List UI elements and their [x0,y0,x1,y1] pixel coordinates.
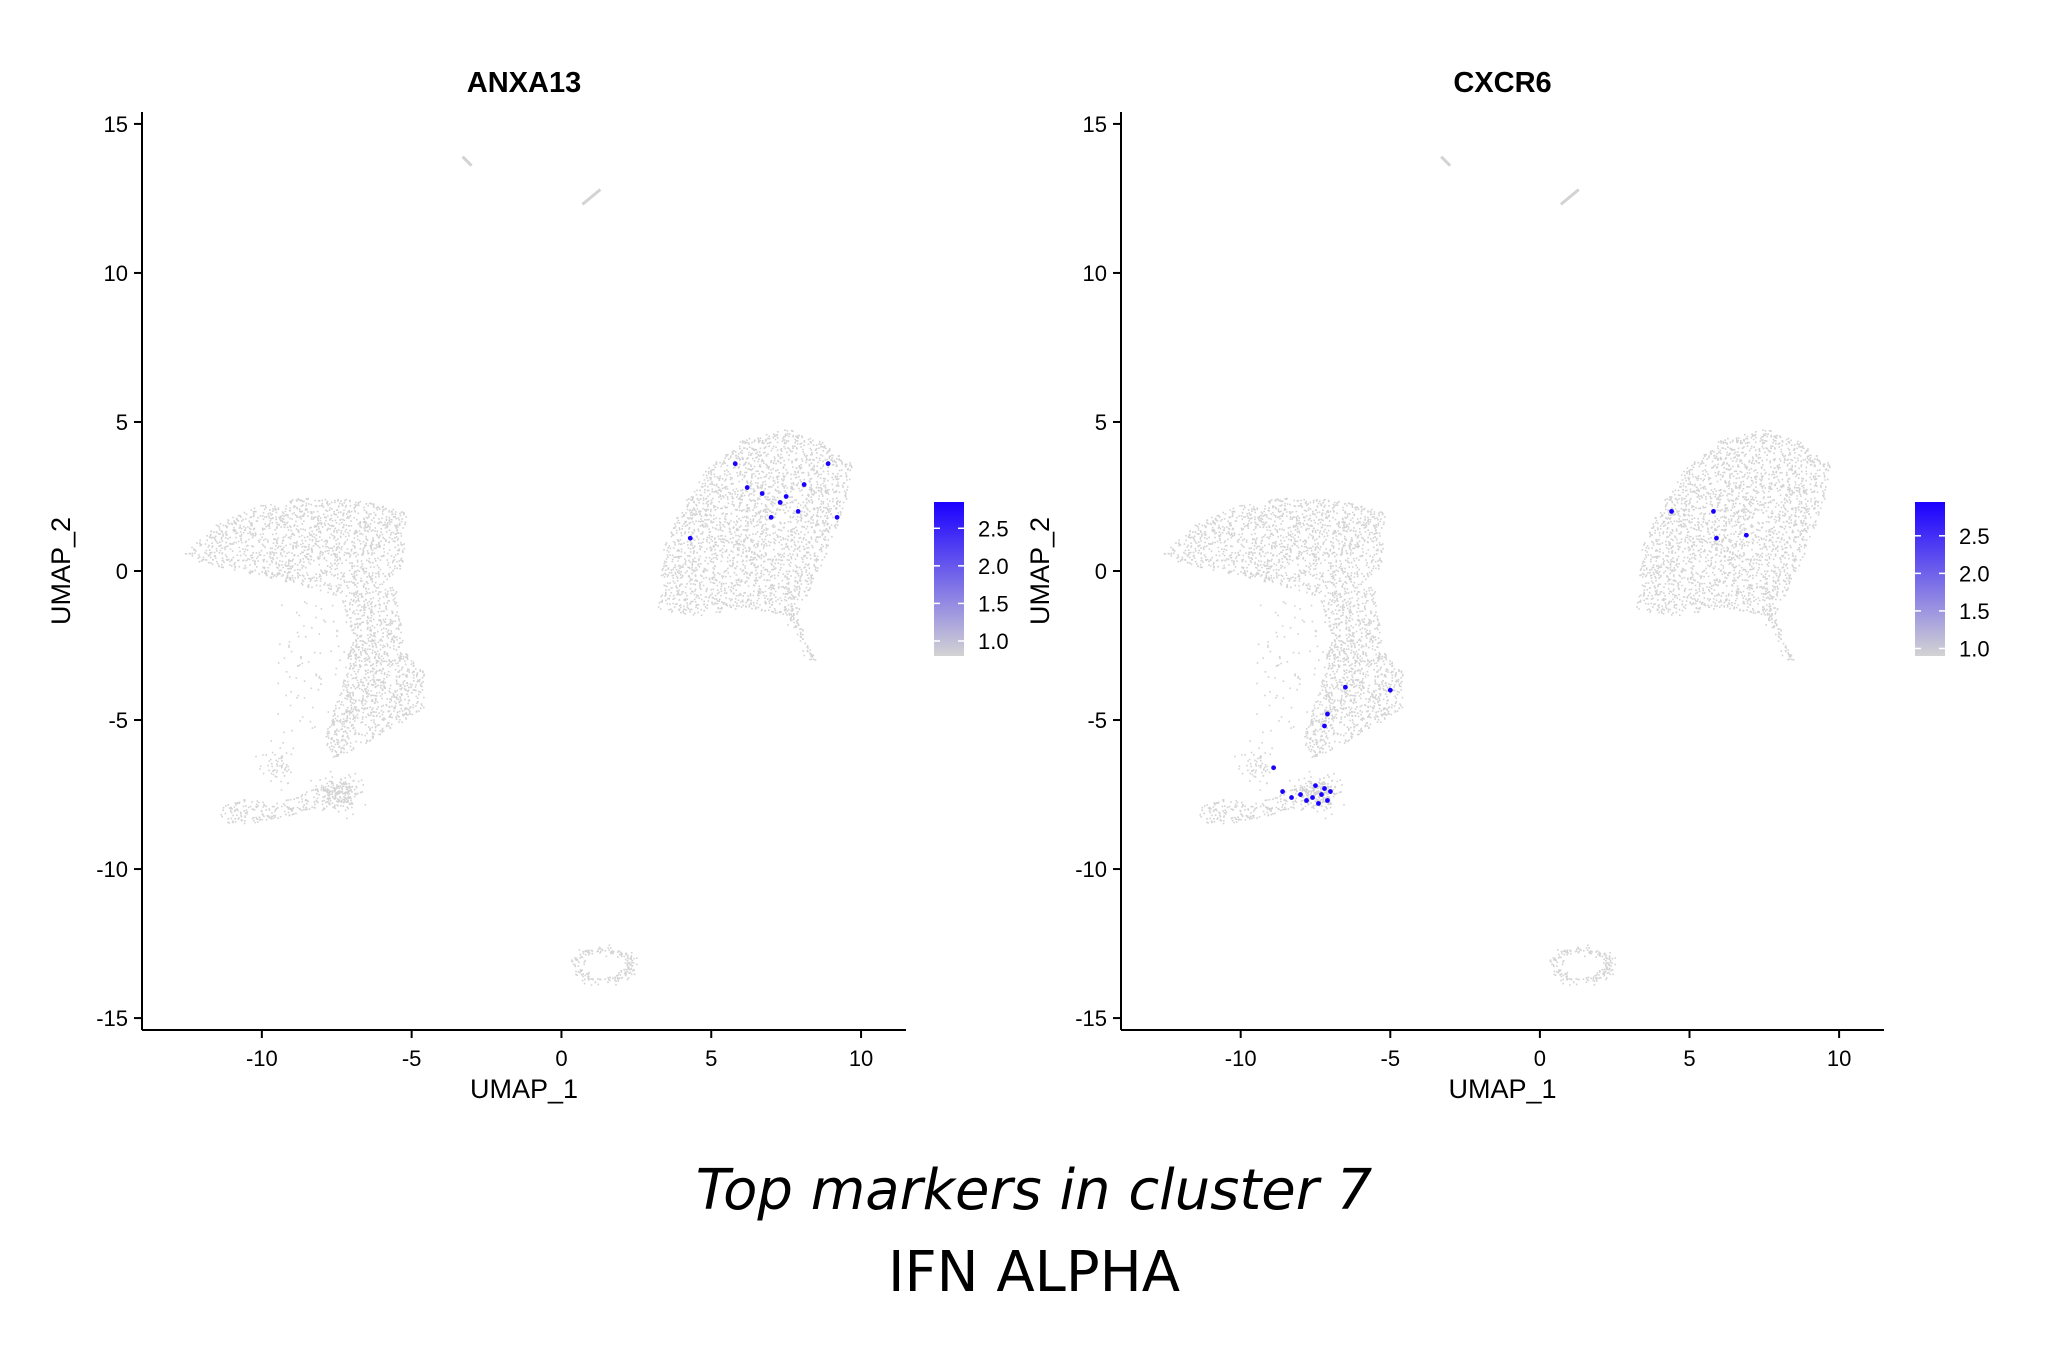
y-axis-ticks: -15 -10 -5 0 5 10 15 [96,112,142,1031]
expressing-cell-point [1298,792,1303,797]
colorbar-legend: 1.0 1.5 2.0 2.5 [934,502,1009,656]
y-tick-label: 5 [116,410,128,435]
colorbar-tick-label: 1.0 [1959,636,1990,661]
colorbar-legend: 1.0 1.5 2.0 2.5 [1915,502,1990,661]
x-tick-label: 0 [555,1046,567,1071]
y-tick-label: -15 [96,1006,128,1031]
expressing-cell-point [801,482,807,487]
x-tick-label: 5 [705,1046,717,1071]
x-tick-label: 5 [1683,1046,1695,1071]
expressing-cells [687,461,840,541]
colorbar-tick-label: 2.5 [978,516,1009,541]
x-axis-label: UMAP_1 [470,1074,578,1104]
panel-title: CXCR6 [1453,67,1551,99]
expressing-cell-point [795,508,801,514]
cell-cloud-grey [184,155,853,986]
colorbar-tick-label: 2.0 [1959,561,1990,586]
expressing-cell-point [1280,789,1285,794]
colorbar-tick-label: 2.0 [978,554,1009,579]
x-tick-label: -10 [1225,1046,1257,1071]
expressing-cell-point [1289,795,1294,800]
expressing-cell-point [1304,798,1309,803]
colorbar-gradient [1915,502,1945,656]
expressing-cell-point [1313,783,1318,788]
cell-cloud-grey [1163,155,1831,986]
x-tick-label: -10 [246,1046,278,1071]
umap-panel-cxcr6: -10 -5 0 5 10 -15 -10 -5 0 5 10 15 CXCR6 UMAP_1 UM… [1025,67,1990,1104]
umap-panel-anxa13: -10 -5 0 5 10 -15 -10 -5 0 5 10 15 ANXA13 UMAP_1 U… [46,67,1009,1104]
x-axis-label: UMAP_1 [1448,1074,1556,1104]
y-tick-label: 0 [116,559,128,584]
y-tick-label: -5 [108,708,128,733]
colorbar-tick-label: 1.0 [978,629,1009,654]
colorbar-tick-label: 2.5 [1959,524,1990,549]
expressing-cell-point [834,514,840,520]
expressing-cell-point [1328,789,1333,794]
figure-caption-title: Top markers in cluster 7 [695,1158,1373,1223]
y-axis-label: UMAP_2 [46,517,76,625]
x-tick-label: 0 [1534,1046,1546,1071]
expressing-cell-point [1316,801,1321,806]
y-axis-label: UMAP_2 [1025,517,1055,625]
y-tick-label: -5 [1087,708,1107,733]
colorbar-tick-label: 1.5 [1959,599,1990,624]
x-axis-ticks: -10 -5 0 5 10 [246,1030,873,1071]
expressing-cell-point [1325,798,1330,803]
expressing-cell-point [759,491,765,496]
outlier-streaks [1440,155,1580,206]
y-tick-label: 15 [1083,112,1107,137]
colorbar-ticks: 1.0 1.5 2.0 2.5 [1915,524,1990,661]
x-axis-ticks: -10 -5 0 5 10 [1225,1030,1851,1071]
expressing-cell-point [777,500,783,505]
expressing-cell-point [1343,684,1348,690]
y-axis-ticks: -15 -10 -5 0 5 10 15 [1075,112,1121,1031]
expressing-cell-point [1322,786,1327,791]
expressing-cell-point [1669,508,1674,514]
expressing-cell-point [1711,508,1716,514]
panel-title: ANXA13 [467,67,581,99]
expressing-cells [1271,508,1749,806]
y-tick-label: 15 [104,112,128,137]
x-tick-label: 10 [849,1046,873,1071]
y-tick-label: -10 [1075,857,1107,882]
y-tick-label: 0 [1095,559,1107,584]
y-tick-label: 5 [1095,410,1107,435]
outlier-streaks [461,155,602,206]
colorbar-gradient [934,502,964,656]
grey-cells [184,429,853,986]
expressing-cell-point [1319,792,1324,797]
expressing-cell-point [1310,795,1315,800]
y-tick-label: 10 [104,261,128,286]
x-tick-label: 10 [1827,1046,1851,1071]
x-tick-label: -5 [1381,1046,1401,1071]
expressing-cell-point [783,494,789,499]
x-tick-label: -5 [402,1046,422,1071]
expressing-cell-point [732,461,738,467]
expressing-cell-point [1387,687,1393,693]
colorbar-tick-label: 1.5 [978,591,1009,616]
expressing-cell-point [744,485,750,490]
expressing-cell-point [687,535,693,541]
expressing-cell-point [1714,535,1719,541]
grey-cells [1163,429,1831,986]
expressing-cell-point [1271,765,1276,771]
y-tick-label: 10 [1083,261,1107,286]
expressing-cell-point [1322,723,1327,729]
expressing-cell-point [1743,532,1749,538]
expressing-cell-point [825,461,831,467]
figure-caption-subtitle: IFN ALPHA [887,1240,1181,1305]
expressing-cell-point [768,514,774,520]
y-tick-label: -15 [1075,1006,1107,1031]
y-tick-label: -10 [96,857,128,882]
expressing-cell-point [1325,711,1330,717]
colorbar-ticks: 1.0 1.5 2.0 2.5 [934,516,1009,654]
